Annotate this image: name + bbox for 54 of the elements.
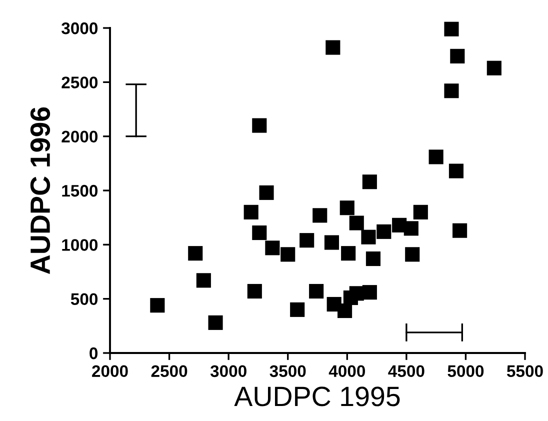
point xyxy=(309,284,324,299)
point xyxy=(290,302,305,317)
point xyxy=(259,185,274,200)
point xyxy=(196,273,211,288)
y-tick-label: 0 xyxy=(90,347,98,360)
point xyxy=(349,286,364,301)
point xyxy=(362,285,377,300)
point xyxy=(265,240,280,256)
point xyxy=(448,164,464,178)
point xyxy=(486,60,502,76)
point xyxy=(337,303,352,318)
x-tick-label: 3500 xyxy=(270,365,306,378)
x-axis-title: AUDPC 1995 xyxy=(234,386,400,406)
point xyxy=(280,247,296,262)
x-tick-label: 5000 xyxy=(448,365,484,378)
point xyxy=(444,84,459,98)
x-tick-label: 2500 xyxy=(151,365,188,378)
point xyxy=(340,200,354,216)
point xyxy=(150,298,165,313)
point xyxy=(404,221,418,236)
y-tick-label: 1000 xyxy=(62,239,98,251)
y-axis-title: AUDPC 1996 xyxy=(30,107,50,274)
y-tick-label: 2000 xyxy=(62,130,98,143)
point xyxy=(188,246,203,261)
point xyxy=(366,251,381,266)
y-tick-label: 3000 xyxy=(62,22,98,34)
point xyxy=(341,246,356,261)
point xyxy=(349,216,364,230)
x-tick-label: 3000 xyxy=(210,365,246,378)
point xyxy=(208,315,223,330)
point xyxy=(252,225,267,240)
x-tick-label: 4000 xyxy=(328,365,365,378)
point xyxy=(413,204,428,220)
point xyxy=(444,22,459,36)
point xyxy=(376,224,392,239)
point xyxy=(450,48,465,64)
point xyxy=(362,174,377,190)
point xyxy=(244,204,258,220)
point xyxy=(324,235,340,250)
point xyxy=(428,150,444,164)
point xyxy=(452,223,468,238)
x-tick-label: 5500 xyxy=(506,365,543,378)
point xyxy=(361,230,376,244)
point xyxy=(300,233,314,248)
point xyxy=(405,247,420,262)
point xyxy=(326,40,340,55)
x-tick-label: 2000 xyxy=(92,365,128,378)
y-tick-label: 1500 xyxy=(62,184,98,197)
y-tick-label: 2500 xyxy=(62,76,98,88)
point xyxy=(252,118,267,133)
x-tick-label: 4500 xyxy=(388,365,424,378)
y-tick-label: 500 xyxy=(70,293,98,306)
point xyxy=(247,284,262,299)
point xyxy=(312,208,328,223)
